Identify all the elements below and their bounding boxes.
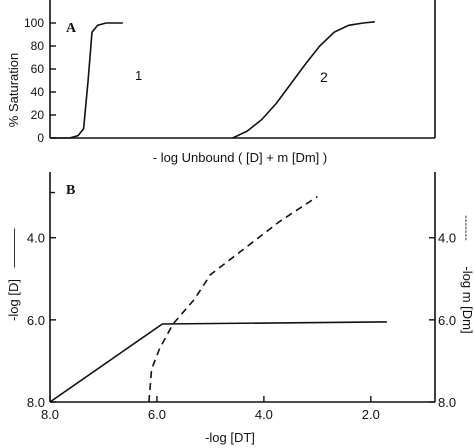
- curve-1-line: [50, 22, 123, 139]
- panel-b-left-y-tick-label: 4.0: [27, 231, 45, 246]
- curve-2-line: [232, 21, 375, 139]
- panel-b-left-y-tick-label: 8.0: [27, 395, 45, 410]
- solid-line-legend-symbol: ———: [6, 229, 21, 268]
- panel-b-left-y-tick-label: 6.0: [27, 313, 45, 328]
- panel-b-x-tick-label: 8.0: [41, 407, 59, 422]
- curve-1-label: 1: [135, 68, 142, 83]
- panel-a-y-tick-label: 0: [37, 131, 44, 145]
- panel-a-y-tick-label: 20: [31, 108, 45, 122]
- panel-a-label: A: [66, 21, 77, 36]
- panel-a-y-tick-label: 80: [31, 39, 45, 53]
- panel-b-x-label: -log [DT]: [205, 430, 255, 445]
- panel-b: 8.0 6.0 4.0 2.0 8.0 6.0 4.0 8.0 6.0 4.0 B -log [D…: [6, 172, 474, 445]
- panel-b-right-y-tick-label: 4.0: [438, 231, 456, 246]
- free-drug-line: [49, 321, 387, 403]
- panel-b-x-tick-label: 6.0: [148, 407, 166, 422]
- panel-b-right-y-tick-label: 8.0: [438, 395, 456, 410]
- panel-b-x-tick-label: 2.0: [362, 407, 380, 422]
- panel-a-x-label: - log Unbound ( [D] + m [Dm] ): [153, 150, 327, 165]
- panel-a: 0 20 40 60 80 100 A % Saturation - log Unboun…: [6, 0, 436, 165]
- panel-a-y-tick-label: 100: [24, 16, 44, 30]
- dashed-line-legend-symbol: -------: [460, 215, 472, 241]
- panel-b-ticks: 8.0 6.0 4.0 2.0 8.0 6.0 4.0 8.0 6.0 4.0: [27, 191, 456, 422]
- panel-b-label: B: [66, 183, 75, 198]
- panel-a-y-tick-label: 40: [31, 85, 45, 99]
- panel-a-y-ticks: 0 20 40 60 80 100: [24, 16, 56, 145]
- metabolite-dashed-line: [148, 195, 318, 403]
- panel-b-left-y-label: -log [D]: [6, 279, 21, 321]
- panel-a-y-label: % Saturation: [6, 53, 21, 127]
- panel-a-y-tick-label: 60: [31, 62, 45, 76]
- curve-2-label: 2: [320, 69, 328, 85]
- panel-b-right-y-label: -log m [Dm]: [460, 266, 474, 333]
- panel-b-x-tick-label: 4.0: [255, 407, 273, 422]
- panel-b-right-y-tick-label: 6.0: [438, 313, 456, 328]
